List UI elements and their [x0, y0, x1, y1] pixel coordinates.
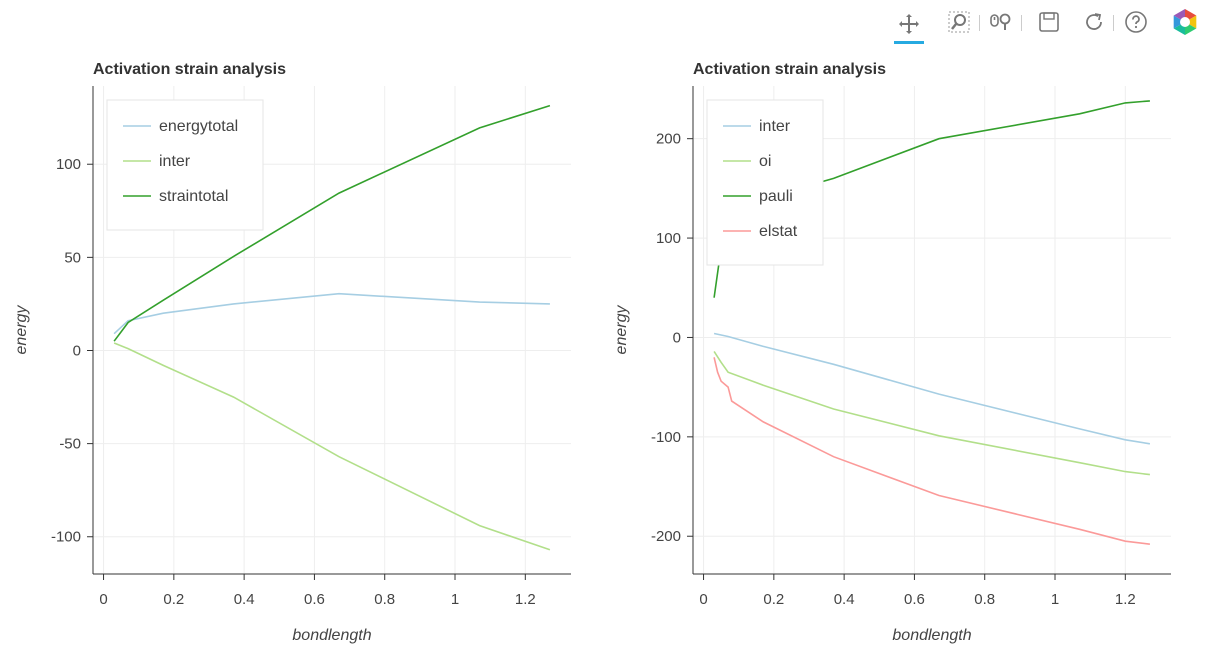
grid-lines	[93, 86, 571, 574]
legend-label-oi: oi	[759, 153, 771, 170]
x-tick-label: 0	[99, 591, 107, 608]
reset-icon	[1086, 13, 1102, 30]
chart-title: Activation strain analysis	[693, 61, 886, 78]
reset-tool-button[interactable]	[1079, 7, 1109, 37]
x-tick-label: 0.6	[904, 591, 925, 608]
toolbar-separator	[1021, 15, 1022, 31]
x-tick-label: 0	[699, 591, 707, 608]
help-icon	[1125, 11, 1147, 33]
toolbar-separator	[1113, 15, 1114, 31]
y-tick-label: -100	[651, 429, 681, 446]
x-tick-label: 0.2	[163, 591, 184, 608]
series-line-inter	[713, 332, 1151, 445]
x-tick-label: 0.8	[974, 591, 995, 608]
bokeh-logo-icon[interactable]	[1170, 7, 1200, 37]
y-tick-label: 50	[64, 249, 81, 266]
box-zoom-tool-button[interactable]	[944, 7, 974, 37]
series-line-energytotal	[113, 292, 550, 335]
x-tick-label: 1.2	[515, 591, 536, 608]
legend-box	[106, 99, 264, 231]
chart-left: Activation strain analysis 0 0.2 0.4 0.6 0.8 1…	[13, 61, 571, 644]
x-axis-label: bondlength	[292, 627, 371, 644]
series-line-oi	[713, 350, 1150, 476]
legend-label-straintotal: straintotal	[159, 188, 228, 205]
legend-label-pauli: pauli	[759, 188, 793, 205]
x-tick-label: 1.2	[1115, 591, 1136, 608]
x-tick-label: 0.2	[763, 591, 784, 608]
save-tool-button[interactable]	[1034, 7, 1064, 37]
y-tick-label: -100	[51, 529, 81, 546]
box-zoom-icon	[948, 11, 970, 33]
legend-label-elstat: elstat	[759, 223, 798, 240]
help-tool-button[interactable]	[1121, 7, 1151, 37]
pan-tool-button[interactable]	[894, 7, 924, 44]
chart-title: Activation strain analysis	[93, 61, 286, 78]
y-tick-label: 200	[656, 131, 681, 148]
x-tick-label: 1	[1051, 591, 1059, 608]
legend-label-energytotal: energytotal	[159, 118, 238, 135]
series-line-straintotal	[113, 104, 551, 342]
y-tick-label: -200	[651, 528, 681, 545]
series-line-inter	[113, 342, 551, 551]
pan-icon	[899, 14, 919, 34]
x-tick-label: 0.4	[834, 591, 855, 608]
chart-right: Activation strain analysis 0 0.2 0.4 0.6 0.8 1…	[613, 61, 1171, 644]
y-tick-label: -50	[59, 436, 81, 453]
wheel-zoom-tool-button[interactable]	[986, 7, 1016, 37]
wheel-zoom-icon	[990, 13, 1011, 30]
y-tick-label: 0	[73, 342, 81, 359]
x-axis-label: bondlength	[892, 627, 971, 644]
x-tick-label: 0.8	[374, 591, 395, 608]
legend-label-inter: inter	[159, 153, 191, 170]
x-tick-label: 0.6	[304, 591, 325, 608]
y-tick-label: 0	[673, 329, 681, 346]
grid-lines	[693, 86, 1171, 574]
toolbar	[890, 4, 1210, 44]
y-tick-label: 100	[56, 156, 81, 173]
legend-label-inter: inter	[759, 118, 791, 135]
series-line-elstat	[713, 357, 1150, 545]
save-icon	[1039, 12, 1059, 32]
legend-box	[706, 99, 824, 266]
x-tick-label: 1	[451, 591, 459, 608]
y-axis-label: energy	[613, 305, 630, 355]
y-tick-label: 100	[656, 230, 681, 247]
toolbar-separator	[979, 15, 980, 31]
y-axis-label: energy	[13, 305, 30, 355]
x-tick-label: 0.4	[234, 591, 255, 608]
